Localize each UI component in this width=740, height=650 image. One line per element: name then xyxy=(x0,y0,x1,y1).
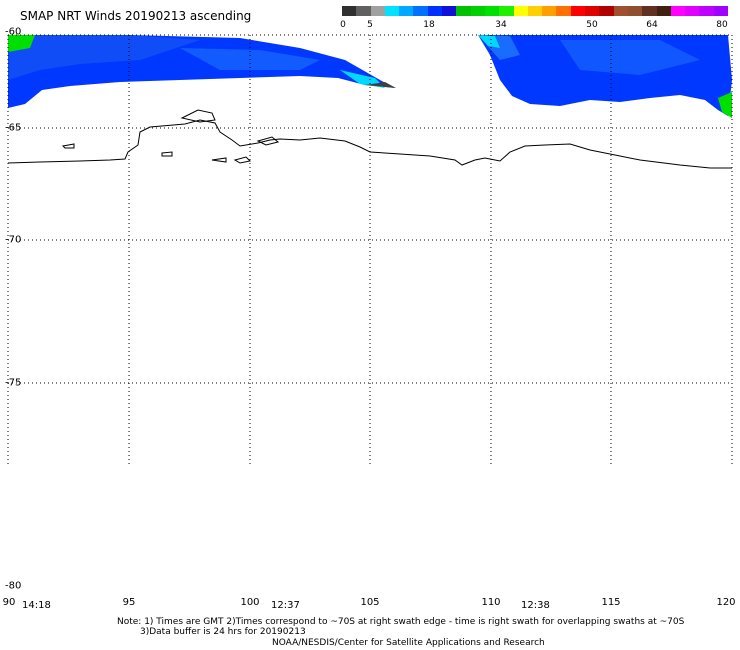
colorbar-segment xyxy=(413,6,428,16)
lat-label: -60 xyxy=(5,26,22,38)
swath-time: 12:38 xyxy=(521,600,550,611)
colorbar-segment xyxy=(513,6,528,16)
wind-swath-left xyxy=(8,35,396,108)
swath-time: 14:18 xyxy=(22,600,51,611)
colorbar-segment xyxy=(656,6,671,16)
colorbar-segment xyxy=(470,6,485,16)
colorbar-segment xyxy=(542,6,557,16)
credit-line: NOAA/NESDIS/Center for Satellite Applica… xyxy=(272,638,545,648)
colorbar-segment xyxy=(685,6,700,16)
swath-time: 12:37 xyxy=(271,600,300,611)
colorbar-segment xyxy=(484,6,500,16)
lon-label: 100 xyxy=(240,597,260,608)
colorbar-label-50: 50 xyxy=(586,20,598,30)
colorbar-segment xyxy=(427,6,443,16)
lon-label: 115 xyxy=(601,597,621,608)
colorbar-label-5: 5 xyxy=(367,20,373,30)
lon-label: 120 xyxy=(716,597,736,608)
lat-label: -75 xyxy=(5,377,22,389)
colorbar-segment xyxy=(670,6,686,16)
colorbar-segment xyxy=(456,6,471,16)
map-title: SMAP NRT Winds 20190213 ascending xyxy=(20,9,252,23)
colorbar-segment xyxy=(713,6,729,16)
colorbar-label-18: 18 xyxy=(423,20,435,30)
colorbar-label-0: 0 xyxy=(340,20,346,30)
colorbar-segment xyxy=(384,6,400,16)
colorbar-segment xyxy=(442,6,457,16)
colorbar-segment xyxy=(585,6,600,16)
colorbar-segment xyxy=(642,6,657,16)
colorbar-label-34: 34 xyxy=(495,20,507,30)
colorbar-segment xyxy=(556,6,571,16)
footnote-line-2: 3)Data buffer is 24 hrs for 20190213 xyxy=(140,627,306,637)
colorbar-segment xyxy=(570,6,586,16)
lat-label: -80 xyxy=(5,580,22,592)
colorbar-segment xyxy=(613,6,628,16)
lat-label: -65 xyxy=(5,122,22,134)
wind-speed-colorbar xyxy=(342,6,729,16)
colorbar-segment xyxy=(627,6,643,16)
colorbar-segment xyxy=(699,6,714,16)
wind-swath-right xyxy=(478,35,732,118)
colorbar-segment xyxy=(499,6,514,16)
antarctic-coastline xyxy=(7,109,732,169)
footnote-line-1: Note: 1) Times are GMT 2)Times correspon… xyxy=(117,617,685,627)
lat-label: -70 xyxy=(5,234,22,246)
colorbar-segment xyxy=(342,6,357,16)
colorbar-segment xyxy=(527,6,543,16)
colorbar-segment xyxy=(370,6,385,16)
lon-label: 90 xyxy=(2,597,16,608)
colorbar-segment xyxy=(356,6,371,16)
colorbar-label-64: 64 xyxy=(646,20,658,30)
colorbar-segment xyxy=(599,6,614,16)
lon-label: 110 xyxy=(481,597,501,608)
lon-label: 105 xyxy=(360,597,380,608)
colorbar-label-80: 80 xyxy=(716,20,728,30)
map-frame-dotted xyxy=(7,34,733,465)
colorbar-segment xyxy=(399,6,414,16)
lon-label: 95 xyxy=(122,597,136,608)
